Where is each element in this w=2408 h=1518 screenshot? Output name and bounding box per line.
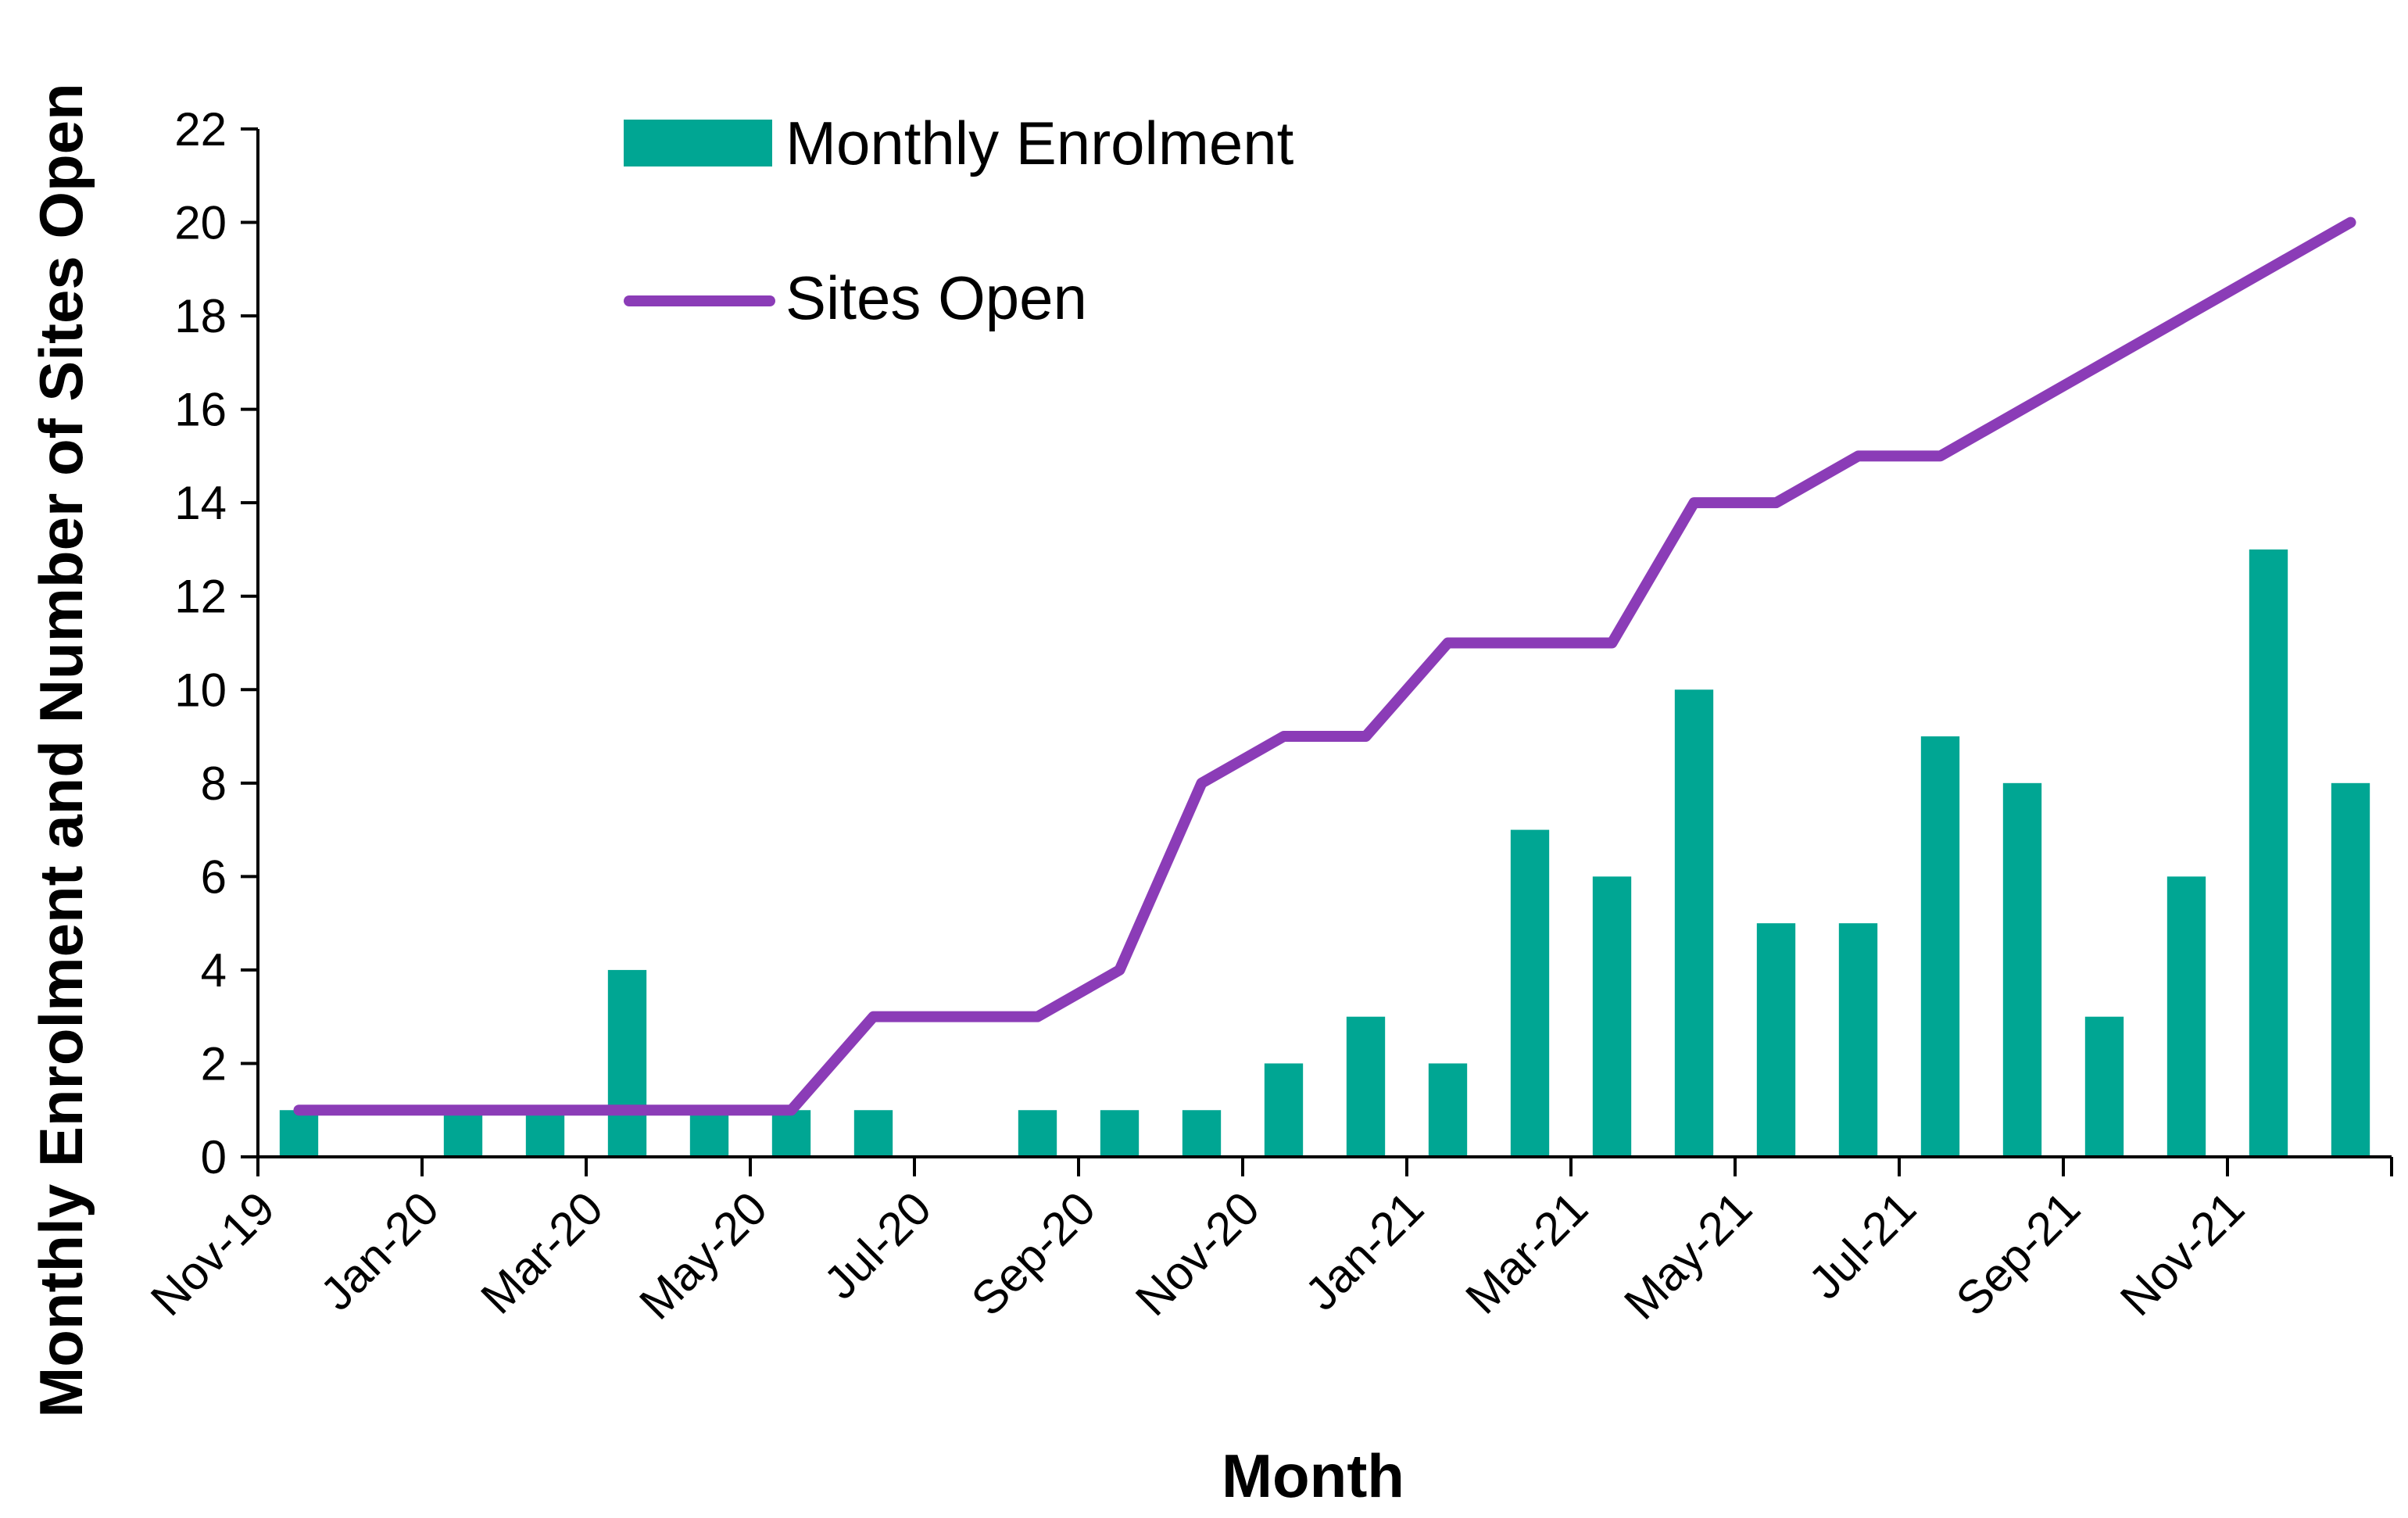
y-axis-title: Monthly Enrolment and Number of Sites Op…: [27, 83, 95, 1417]
bar-May-21: [1756, 923, 1796, 1157]
x-tick-label: Jul-20: [814, 1182, 941, 1309]
bar-Feb-21: [1510, 829, 1550, 1157]
axes: [256, 129, 2392, 1158]
y-tick-label: 6: [201, 850, 227, 903]
bar-Apr-21: [1674, 689, 1714, 1157]
bar-Jun-20: [853, 1110, 893, 1157]
x-tick-label: Sep-21: [1946, 1182, 2090, 1326]
bar-series-monthly-enrolment: [279, 549, 2370, 1157]
x-tick-label: Nov-19: [141, 1182, 284, 1326]
legend-label-sites-open: Sites Open: [785, 263, 1087, 332]
bar-Oct-21: [2166, 876, 2206, 1157]
y-tick-label: 8: [201, 757, 227, 810]
x-tick-label: May-21: [1614, 1182, 1762, 1330]
y-axis-ticks: 0 2 4 6 8 10 12 14 16 18 20 22: [174, 103, 258, 1183]
x-tick-label: Jan-21: [1295, 1182, 1433, 1320]
x-tick-label: Jan-20: [310, 1182, 449, 1320]
bar-Nov-19: [279, 1110, 319, 1157]
x-tick-label: May-20: [629, 1182, 777, 1330]
x-tick-label: Mar-20: [471, 1182, 613, 1324]
bar-Feb-20: [525, 1110, 565, 1157]
bar-Oct-20: [1182, 1110, 1222, 1157]
legend-swatch-monthly-enrolment: [624, 120, 772, 166]
bar-Sep-20: [1100, 1110, 1140, 1157]
y-tick-label: 12: [174, 571, 227, 623]
y-tick-label: 18: [174, 290, 227, 342]
x-axis-title: Month: [1222, 1441, 1404, 1510]
bar-Dec-20: [1346, 1016, 1386, 1157]
y-tick-label: 22: [174, 103, 227, 156]
bar-Jul-21: [1920, 736, 1960, 1157]
bar-Mar-20: [607, 969, 647, 1157]
bar-Aug-21: [2002, 782, 2042, 1157]
bar-Aug-20: [1018, 1110, 1057, 1157]
bar-Nov-20: [1264, 1063, 1304, 1157]
bar-Dec-21: [2331, 782, 2370, 1157]
x-tick-label: Nov-20: [1125, 1182, 1269, 1326]
x-axis-ticks: Nov-19 Jan-20 Mar-20 May-20 Jul-20 Sep-20 Nov-…: [141, 1157, 2393, 1330]
legend-label-monthly-enrolment: Monthly Enrolment: [785, 109, 1294, 177]
bar-Apr-20: [689, 1110, 729, 1157]
y-tick-label: 10: [174, 664, 227, 716]
bar-Sep-21: [2084, 1016, 2124, 1157]
bar-Jan-21: [1428, 1063, 1468, 1157]
bar-May-20: [771, 1110, 811, 1157]
bar-Mar-21: [1592, 876, 1632, 1157]
bar-Jan-20: [443, 1110, 483, 1157]
x-tick-label: Jul-21: [1798, 1182, 1926, 1309]
y-tick-label: 16: [174, 384, 227, 436]
bar-Nov-21: [2249, 549, 2288, 1157]
bar-Jun-21: [1838, 923, 1878, 1157]
legend: Monthly Enrolment Sites Open: [624, 109, 1294, 332]
y-tick-label: 0: [201, 1131, 227, 1183]
line-series-sites-open: [293, 217, 2356, 1116]
y-tick-label: 20: [174, 197, 227, 249]
y-tick-label: 4: [201, 944, 227, 997]
x-tick-label: Sep-20: [961, 1182, 1105, 1326]
x-tick-label: Mar-21: [1455, 1182, 1598, 1324]
x-tick-label: Nov-21: [2110, 1182, 2254, 1326]
y-tick-label: 14: [174, 477, 227, 529]
y-tick-label: 2: [201, 1037, 227, 1090]
